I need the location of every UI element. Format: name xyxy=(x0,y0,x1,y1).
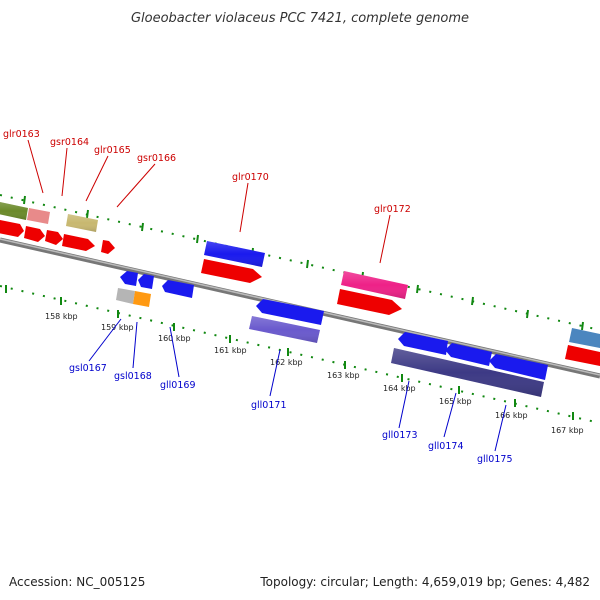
leader-gll0171 xyxy=(269,349,281,397)
tick-label-161kbp: 161 kbp xyxy=(214,346,247,355)
gene-feature-orange xyxy=(133,291,151,307)
gene-label-gll0175[interactable]: gll0175 xyxy=(477,454,513,465)
tick-labels: 158 kbp 159 kbp 160 kbp 161 kbp 162 kbp … xyxy=(45,312,584,435)
tick-label-160kbp: 160 kbp xyxy=(158,334,191,343)
gene-label-gsl0168[interactable]: gsl0168 xyxy=(114,371,152,382)
gene-gll0174-blue xyxy=(445,343,492,366)
forward-leader-lines xyxy=(27,139,391,264)
gene-arrow-red xyxy=(45,230,63,245)
leader-gsr0166 xyxy=(116,163,156,208)
leader-glr0165 xyxy=(85,155,109,202)
gene-shading xyxy=(0,202,544,397)
gene-gll0171-blue xyxy=(256,299,324,325)
tick-label-159kbp: 159 kbp xyxy=(101,323,134,332)
reverse-leader-lines xyxy=(88,318,507,452)
gene-gll0175-blue xyxy=(489,354,548,380)
gene-label-gsl0167[interactable]: gsl0167 xyxy=(69,363,107,374)
gene-label-gsr0166[interactable]: gsr0166 xyxy=(137,153,176,164)
gene-gsl0168-blue xyxy=(138,274,154,289)
upper-major-tick xyxy=(471,296,474,306)
gene-label-glr0163[interactable]: glr0163 xyxy=(3,129,40,140)
tick-label-166kbp: 166 kbp xyxy=(495,411,528,420)
tick-label-165kbp: 165 kbp xyxy=(439,397,472,406)
forward-gene-labels: glr0163 gsr0164 glr0165 gsr0166 glr0170 … xyxy=(3,129,411,215)
gene-arrow-red xyxy=(565,345,600,366)
gene-label-gll0174[interactable]: gll0174 xyxy=(428,441,464,452)
leader-gll0174 xyxy=(443,392,457,438)
topology-text: Topology: circular; Length: 4,659,019 bp… xyxy=(259,575,590,589)
upper-major-tick xyxy=(581,321,584,331)
gene-arrow-red xyxy=(0,220,24,237)
gene-arrow-red xyxy=(24,226,45,242)
upper-major-tick xyxy=(23,195,26,205)
tick-label-162kbp: 162 kbp xyxy=(270,358,303,367)
gene-gsl0167-blue xyxy=(120,271,138,286)
gene-label-glr0170[interactable]: glr0170 xyxy=(232,172,269,183)
gene-gll0169-blue xyxy=(162,280,194,298)
upper-major-tick xyxy=(306,259,309,269)
leader-gsl0167 xyxy=(88,318,122,362)
upper-major-tick xyxy=(416,284,419,294)
upper-major-tick xyxy=(86,209,89,219)
tick-label-164kbp: 164 kbp xyxy=(383,384,416,393)
leader-gll0175 xyxy=(494,404,507,452)
leader-gll0173 xyxy=(398,380,410,429)
upper-major-tick xyxy=(526,309,529,319)
gene-label-glr0172[interactable]: glr0172 xyxy=(374,204,411,215)
gene-feature-steelblue xyxy=(569,328,600,348)
gene-label-gsr0164[interactable]: gsr0164 xyxy=(50,137,89,148)
gene-arrow-red xyxy=(101,240,115,254)
leader-gll0169 xyxy=(169,326,180,378)
leader-glr0163 xyxy=(27,139,44,194)
gene-glr0172-red xyxy=(337,289,402,315)
gene-label-glr0165[interactable]: glr0165 xyxy=(94,145,131,156)
gene-arrow-red xyxy=(62,234,95,251)
tick-label-163kbp: 163 kbp xyxy=(327,371,360,380)
gene-label-gll0169[interactable]: gll0169 xyxy=(160,380,196,391)
accession-text: Accession: NC_005125 xyxy=(9,575,145,589)
gene-gll0173-blue xyxy=(398,332,448,355)
gene-label-gll0171[interactable]: gll0171 xyxy=(251,400,287,411)
tick-label-158kbp: 158 kbp xyxy=(45,312,78,321)
map-title: Gloeobacter violaceus PCC 7421, complete… xyxy=(131,11,469,26)
gene-feature-grey xyxy=(116,288,135,304)
lower-major-ticks xyxy=(5,285,574,420)
leader-glr0170 xyxy=(239,182,249,233)
gene-label-gll0173[interactable]: gll0173 xyxy=(382,430,418,441)
leader-gsr0164 xyxy=(61,147,68,197)
gene-feature-pink xyxy=(27,208,50,224)
tick-label-167kbp: 167 kbp xyxy=(551,426,584,435)
reverse-gene-labels: gsl0167 gsl0168 gll0169 gll0171 gll0173 … xyxy=(69,363,513,465)
leader-glr0172 xyxy=(379,214,391,264)
upper-major-tick xyxy=(196,234,199,244)
upper-major-tick xyxy=(141,222,144,232)
leader-gsl0168 xyxy=(132,321,138,369)
gene-glr0170-red xyxy=(201,259,262,283)
